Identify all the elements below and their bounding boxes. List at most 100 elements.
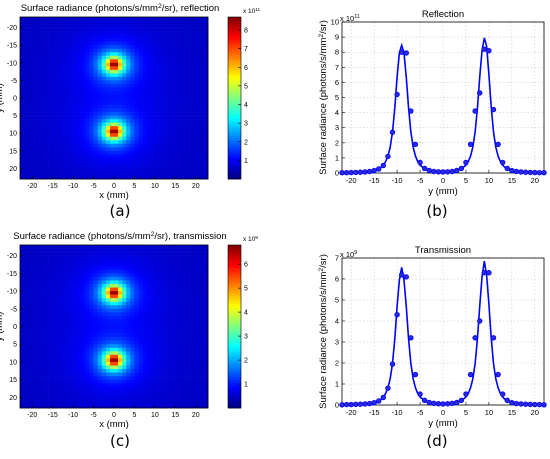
- heatmap-cell: [24, 255, 29, 260]
- heatmap-cell: [109, 319, 115, 324]
- y-tick-label: 15: [9, 377, 17, 384]
- heatmap-cell: [195, 298, 201, 302]
- heatmap-cell: [187, 386, 192, 391]
- heatmap-cell: [44, 252, 49, 256]
- heatmap-cell: [28, 322, 33, 327]
- heatmap-cell: [60, 330, 66, 334]
- heatmap-cell: [109, 376, 115, 380]
- heatmap-cell: [191, 245, 197, 249]
- heatmap-cell: [150, 400, 156, 405]
- heatmap-cell: [203, 280, 209, 285]
- heatmap-cell: [89, 344, 94, 349]
- heatmap-cell: [154, 301, 160, 306]
- heatmap-cell: [150, 315, 156, 320]
- heatmap-cell: [122, 69, 127, 74]
- colorbar-swatch: [228, 257, 241, 261]
- colorbar-swatch: [228, 313, 241, 317]
- heatmap-cell: [179, 34, 184, 39]
- heatmap-cell: [122, 245, 127, 249]
- heatmap-cell: [73, 347, 78, 352]
- heatmap-cell: [134, 62, 139, 67]
- heatmap-cell: [158, 301, 164, 306]
- heatmap-cell: [81, 126, 86, 130]
- heatmap-cell: [44, 383, 49, 388]
- heatmap-cell: [163, 376, 168, 380]
- heatmap-cell: [24, 400, 29, 405]
- heatmap-cell: [203, 143, 209, 148]
- heatmap-cell: [105, 347, 111, 352]
- heatmap-cell: [126, 301, 131, 306]
- heatmap-cell: [97, 298, 103, 302]
- heatmap-cell: [150, 119, 156, 123]
- heatmap-cell: [48, 164, 53, 169]
- heatmap-cell: [97, 31, 103, 35]
- heatmap-cell: [101, 283, 107, 288]
- heatmap-cell: [48, 322, 53, 327]
- heatmap-cell: [163, 287, 168, 292]
- heatmap-cell: [130, 280, 135, 285]
- data-point: [403, 274, 409, 280]
- heatmap-cells: [20, 245, 209, 409]
- heatmap-cell: [105, 287, 111, 292]
- heatmap-cell: [32, 344, 37, 349]
- heatmap-cell: [81, 397, 86, 402]
- heatmap-cell: [179, 276, 184, 281]
- heatmap-cell: [175, 168, 180, 173]
- heatmap-cell: [118, 115, 123, 120]
- heatmap-cell: [171, 287, 176, 292]
- heatmap-cell: [32, 34, 37, 39]
- heatmap-cell: [36, 372, 41, 377]
- heatmap-cell: [154, 48, 160, 53]
- heatmap-cell: [52, 45, 58, 49]
- heatmap-cell: [122, 400, 127, 405]
- heatmap-cell: [48, 126, 53, 130]
- heatmap-cell: [150, 379, 156, 384]
- heatmap-cell: [195, 76, 201, 81]
- y-tick-label: -15: [7, 271, 17, 278]
- data-point: [458, 165, 465, 172]
- heatmap-cell: [158, 157, 164, 162]
- heatmap-cell: [20, 245, 25, 249]
- heatmap-cell: [158, 76, 164, 81]
- heatmap-cell: [134, 122, 139, 127]
- heatmap-cell: [60, 305, 66, 310]
- heatmap-cell: [44, 294, 49, 299]
- heatmap-cell: [199, 386, 205, 391]
- heatmap-cell: [114, 397, 119, 402]
- heatmap-cell: [77, 347, 82, 352]
- heatmap-cell: [167, 273, 172, 278]
- heatmap-cell: [122, 322, 127, 327]
- heatmap-cell: [179, 17, 184, 21]
- heatmap-cell: [118, 69, 123, 74]
- heatmap-cell: [93, 101, 98, 106]
- heatmap-cell: [187, 48, 192, 53]
- heatmap-cell: [101, 308, 107, 313]
- heatmap-cell: [130, 122, 135, 127]
- heatmap-cell: [40, 129, 45, 134]
- heatmap-cell: [195, 248, 201, 253]
- heatmap-cell: [167, 294, 172, 299]
- heatmap-cell: [167, 369, 172, 373]
- heatmap-cell: [85, 269, 90, 274]
- heatmap-cell: [36, 150, 41, 155]
- heatmap-cell: [191, 119, 197, 123]
- heatmap-cell: [154, 248, 160, 253]
- heatmap-cell: [44, 83, 49, 88]
- heatmap-cell: [114, 269, 119, 274]
- heatmap-cell: [36, 62, 41, 67]
- heatmap-cell: [114, 83, 119, 88]
- heatmap-cell: [40, 393, 45, 398]
- heatmap-cell: [77, 17, 82, 21]
- y-tick-label: -5: [11, 306, 17, 313]
- heatmap-cell: [158, 34, 164, 39]
- heatmap-cell: [130, 143, 135, 148]
- heatmap-cell: [118, 83, 123, 88]
- heatmap-cell: [101, 305, 107, 310]
- colorbar-tick-label: 7: [244, 46, 248, 53]
- colorbar-swatch: [228, 293, 241, 297]
- colorbar-swatch: [228, 141, 241, 144]
- heatmap-cell: [126, 20, 131, 25]
- heatmap-cell: [81, 164, 86, 169]
- data-point: [380, 162, 387, 169]
- x-tick-label: 0: [112, 183, 116, 190]
